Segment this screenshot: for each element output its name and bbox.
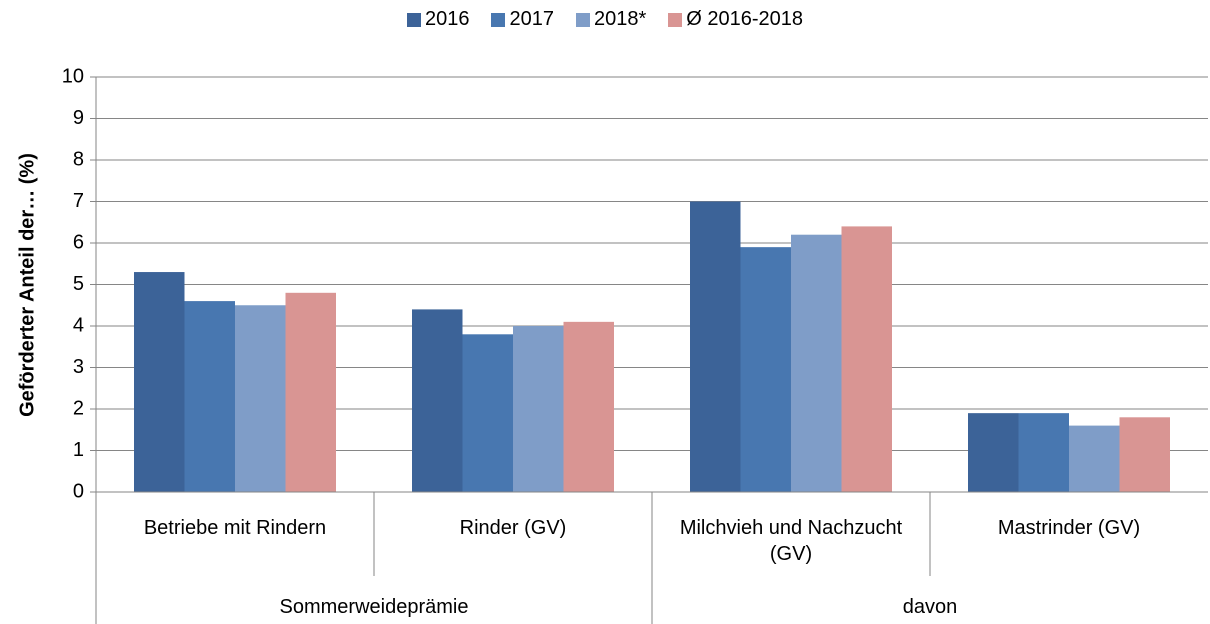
bar <box>690 201 741 492</box>
bar <box>968 413 1019 492</box>
bar <box>235 305 286 492</box>
bar <box>134 272 185 492</box>
bar <box>285 292 336 492</box>
legend-swatch <box>668 12 683 27</box>
bar <box>791 234 842 492</box>
group-label: Sommerweideprämie <box>279 596 469 618</box>
legend-swatch <box>406 12 421 27</box>
x-tick-label: Milchvieh und Nachzucht (GV) <box>679 517 903 565</box>
x-tick-label: Betriebe mit Rindern <box>143 517 327 539</box>
legend: 2016 2017 2018* Ø 2016-2018 <box>0 8 1210 31</box>
x-tick-label: Mastrinder (GV) <box>997 517 1141 539</box>
legend-item: Ø 2016-2018 <box>668 8 803 31</box>
y-tick-label: 7 <box>73 190 84 212</box>
y-tick-label: 10 <box>62 65 84 87</box>
bar <box>513 326 564 492</box>
bar <box>563 321 614 492</box>
bar <box>412 309 463 492</box>
legend-swatch <box>575 12 590 27</box>
bar <box>462 334 513 492</box>
bar <box>184 301 235 492</box>
y-tick-label: 4 <box>73 314 84 336</box>
legend-label: 2017 <box>509 8 554 30</box>
bar <box>841 226 892 492</box>
bar <box>1018 413 1069 492</box>
legend-label: 2016 <box>424 8 470 30</box>
group-label: davon <box>902 596 958 618</box>
y-tick-label: 0 <box>73 480 84 502</box>
y-tick-label: 5 <box>73 273 84 295</box>
y-axis-label: Geförderter Anteil der… (%) <box>16 153 39 417</box>
bar <box>740 247 791 492</box>
y-tick-label: 8 <box>73 148 84 170</box>
legend-item: 2017 <box>491 8 554 31</box>
legend-label: Ø 2016-2018 <box>686 8 804 30</box>
y-tick-label: 3 <box>73 356 84 378</box>
y-tick-label: 2 <box>73 397 84 419</box>
y-tick-label: 9 <box>73 107 84 129</box>
bar <box>1069 425 1120 492</box>
y-tick-label: 1 <box>73 439 84 461</box>
bar <box>1119 417 1170 492</box>
legend-item: 2018* <box>575 8 647 31</box>
y-tick-label: 6 <box>73 231 84 253</box>
legend-item: 2016 <box>406 8 470 31</box>
legend-label: 2018* <box>593 8 647 30</box>
x-tick-label: Rinder (GV) <box>459 517 567 539</box>
legend-swatch <box>491 12 506 27</box>
